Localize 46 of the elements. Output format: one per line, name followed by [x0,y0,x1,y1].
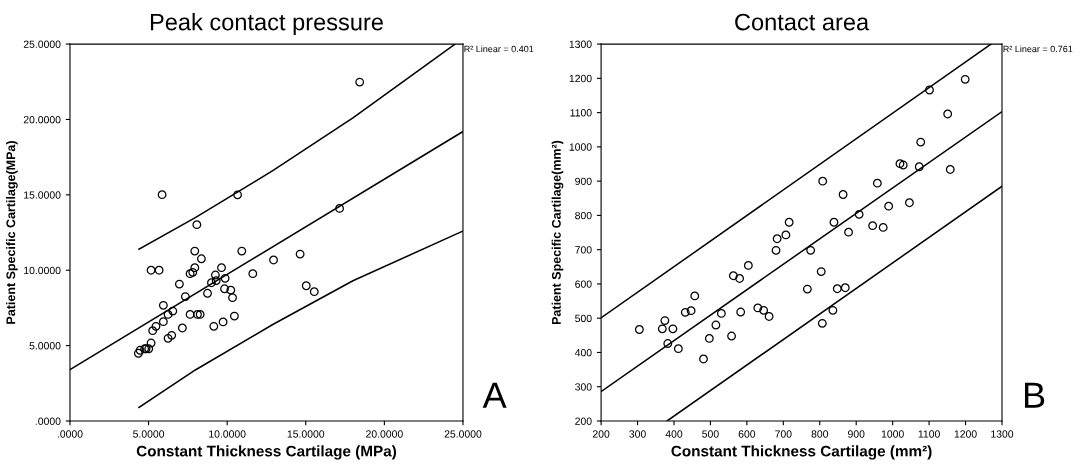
y-axis-title: Patient Specific Cartilage(MPa) [6,141,18,324]
x-tick-label: .0000 [57,430,83,438]
x-tick-label: 500 [702,430,719,438]
x-tick-label: 1100 [918,430,940,438]
chart-title: Peak contact pressure [150,13,383,36]
y-tick-label: 10.0000 [24,266,61,275]
x-tick-label: 400 [665,430,683,438]
x-tick-label: 25.0000 [444,430,482,438]
x-tick-label: 1000 [881,430,904,438]
y-tick-label: 1000 [569,143,592,151]
x-tick-label: 1200 [954,430,977,438]
x-tick-label: 10.0000 [209,430,246,438]
x-tick-label: 1300 [991,430,1014,438]
y-tick-label: 25.0000 [23,40,61,48]
y-axis-title: Patient Specific Cartilage(mm²) [551,140,564,325]
x-tick-label: 15.0000 [287,430,325,438]
y-tick-label: 600 [575,280,592,288]
y-tick-label: 400 [574,348,592,357]
x-tick-label: 300 [629,430,646,438]
y-tick-label: 1200 [569,74,592,83]
x-tick-label: 5.0000 [133,430,165,438]
x-tick-label: 700 [775,430,792,438]
chart-title: Contact area [735,13,870,31]
x-tick-label: 20.0000 [366,430,403,438]
y-tick-label: 300 [575,383,592,391]
y-tick-label: 5.0000 [29,342,61,350]
y-tick-label: 800 [575,211,592,220]
x-axis-title: Constant Thickness Cartilage (MPa) [136,445,397,460]
x-tick-label: 800 [811,430,829,438]
text: B [1025,382,1045,408]
text: A [482,382,507,408]
y-tick-label: 200 [575,417,592,425]
y-tick-label: 20.0000 [23,115,61,124]
y-tick-label: 1100 [570,109,592,117]
text: R² Linear = 0.761 [1003,45,1073,53]
y-tick-label: .0000 [35,417,61,425]
y-tick-label: 500 [575,314,592,323]
x-tick-label: 200 [592,430,610,438]
text: R² Linear = 0.401 [464,45,534,53]
x-tick-label: 900 [848,430,865,438]
y-tick-label: 700 [575,246,592,254]
y-tick-label: 1300 [569,40,592,48]
x-tick-label: 600 [738,430,756,438]
y-tick-label: 900 [575,177,592,186]
y-tick-label: 15.0000 [24,191,61,199]
x-axis-title: Constant Thickness Cartilage (mm²) [671,445,932,460]
